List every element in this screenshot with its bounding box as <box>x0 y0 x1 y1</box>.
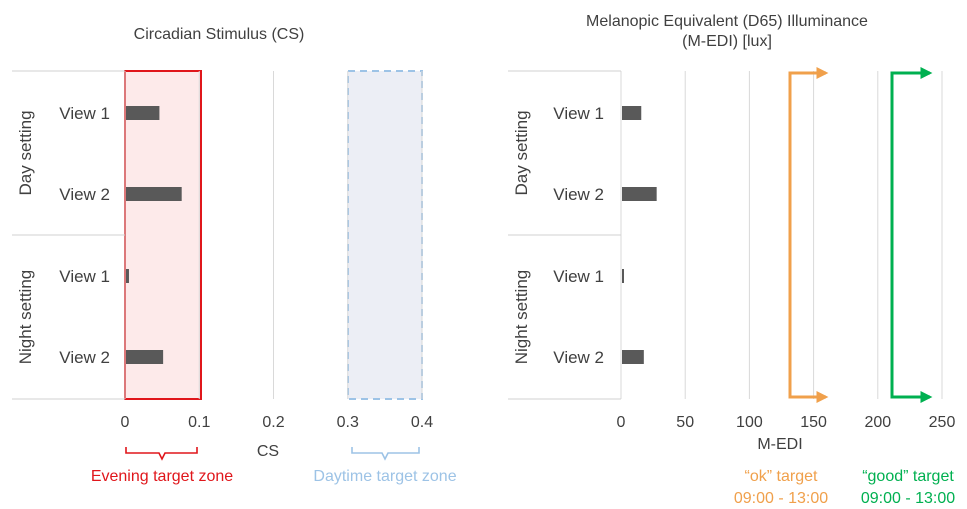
medi-tick-label: 250 <box>929 414 956 431</box>
medi-grid <box>620 71 943 399</box>
medi-good-target-time: 09:00 - 13:00 <box>861 490 955 507</box>
cs-evening-zone-label: Evening target zone <box>91 468 233 485</box>
medi-ok-target-bracket <box>788 71 829 403</box>
cs-evening-zone-brace <box>125 447 198 461</box>
cs-group-label-day: Day setting <box>16 110 35 195</box>
cs-group-label-night: Night setting <box>16 270 35 365</box>
cs-chart-title: Circadian Stimulus (CS) <box>134 26 305 43</box>
medi-bar <box>622 350 644 364</box>
medi-category-label: View 2 <box>553 348 604 367</box>
medi-tick-label: 200 <box>864 414 891 431</box>
cs-daytime-zone <box>347 70 423 400</box>
medi-tick-labels: 0 50 100 150 200 250 <box>617 414 956 431</box>
cs-tick-label: 0.2 <box>262 414 284 431</box>
cs-chart: Circadian Stimulus (CS) Day setting Nigh… <box>12 26 457 485</box>
medi-chart: Melanopic Equivalent (D65) Illuminance (… <box>508 13 955 507</box>
medi-ok-target-time: 09:00 - 13:00 <box>734 490 828 507</box>
medi-category-label: View 1 <box>553 104 604 123</box>
cs-bar <box>126 350 164 364</box>
medi-good-target-bracket <box>890 71 933 403</box>
cs-daytime-zone-label: Daytime target zone <box>313 468 456 485</box>
cs-daytime-zone-brace <box>351 447 420 461</box>
cs-category-label: View 1 <box>59 267 110 286</box>
medi-category-label: View 2 <box>553 185 604 204</box>
medi-bar <box>622 269 624 283</box>
cs-tick-label: 0.4 <box>411 414 433 431</box>
cs-tick-label: 0.3 <box>337 414 359 431</box>
medi-chart-title-line-2: (M-EDI) [lux] <box>682 33 772 50</box>
medi-group-label-day: Day setting <box>512 110 531 195</box>
medi-bar <box>622 106 642 120</box>
cs-tick-labels: 0 0.1 0.2 0.3 0.4 <box>121 414 434 431</box>
medi-good-target-label: “good” target <box>862 468 954 485</box>
cs-bar <box>126 106 160 120</box>
cs-tick-label: 0 <box>121 414 130 431</box>
cs-x-axis-label: CS <box>257 443 279 460</box>
medi-bar <box>622 187 657 201</box>
medi-x-axis-label: M-EDI <box>757 436 802 453</box>
medi-group-label-night: Night setting <box>512 270 531 365</box>
cs-category-label: View 2 <box>59 185 110 204</box>
cs-evening-zone <box>124 70 202 400</box>
medi-tick-label: 50 <box>676 414 694 431</box>
medi-tick-label: 0 <box>617 414 626 431</box>
medi-ok-target-label: “ok” target <box>745 468 818 485</box>
medi-category-label: View 1 <box>553 267 604 286</box>
medi-tick-label: 150 <box>800 414 827 431</box>
cs-category-label: View 2 <box>59 348 110 367</box>
medi-chart-title-line-1: Melanopic Equivalent (D65) Illuminance <box>586 13 868 30</box>
cs-bar <box>126 269 129 283</box>
cs-tick-label: 0.1 <box>188 414 210 431</box>
cs-bars <box>126 106 182 364</box>
cs-category-label: View 1 <box>59 104 110 123</box>
medi-tick-label: 100 <box>736 414 763 431</box>
cs-bar <box>126 187 182 201</box>
medi-bars <box>622 106 657 364</box>
